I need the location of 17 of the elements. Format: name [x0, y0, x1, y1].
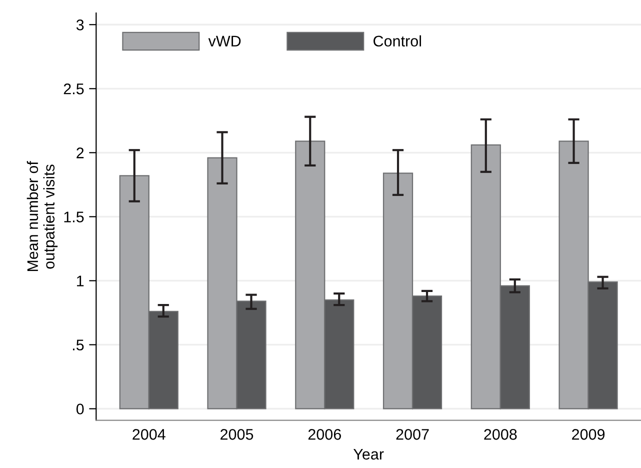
y-tick-label: 0	[76, 404, 84, 414]
y-tick-label: 3	[76, 19, 84, 30]
x-tick-label: 2007	[396, 429, 429, 440]
legend-label: vWD	[208, 36, 241, 46]
y-tick-label: 1.5	[64, 212, 84, 222]
legend-label: Control	[374, 35, 421, 47]
x-tick-label: 2005	[220, 429, 254, 440]
x-tick-label: 2009	[572, 429, 605, 440]
y-tick-label: 2	[76, 148, 84, 158]
y-axis-title: Mean number of outpatient visits	[26, 161, 58, 272]
x-tick-label: 2004	[132, 429, 166, 440]
x-tick-label: 2006	[308, 429, 341, 440]
y-tick-label: 1	[77, 276, 84, 286]
x-tick-label: 2008	[484, 429, 517, 440]
y-tick-label: .5	[73, 340, 84, 350]
x-axis-title: Year	[353, 448, 384, 460]
y-tick-label: 2.5	[64, 84, 84, 94]
